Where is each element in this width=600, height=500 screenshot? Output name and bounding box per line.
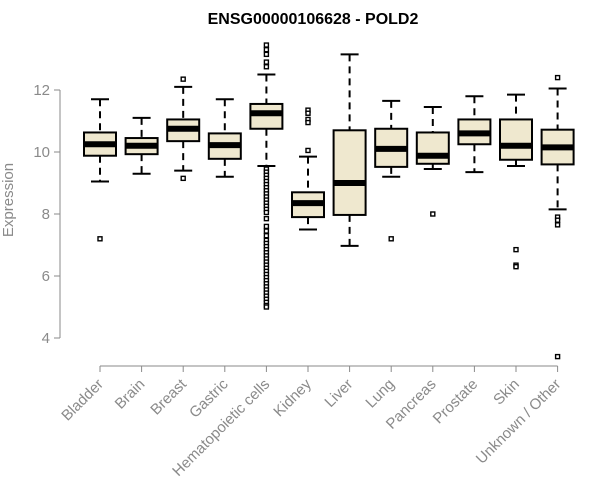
outlier-point bbox=[305, 119, 311, 126]
box-unknown-other bbox=[540, 74, 575, 360]
y-tick-label: 8 bbox=[42, 206, 50, 223]
y-axis-label: Expression bbox=[0, 163, 17, 237]
outlier-point bbox=[180, 76, 186, 82]
outlier-point bbox=[305, 110, 311, 116]
outlier-point bbox=[388, 236, 394, 242]
x-tick-label: Kidney bbox=[270, 375, 315, 420]
outlier-point bbox=[554, 74, 561, 81]
outlier-point bbox=[263, 42, 270, 48]
outlier-point bbox=[263, 232, 270, 239]
outlier-point bbox=[305, 147, 311, 154]
box-breast bbox=[166, 76, 201, 182]
outlier-point bbox=[263, 209, 270, 216]
box-hematopoietic-cells bbox=[249, 42, 284, 310]
box-bladder bbox=[83, 98, 117, 242]
outlier-point bbox=[263, 64, 270, 70]
outlier-point bbox=[430, 211, 436, 217]
x-tick-label: Skin bbox=[490, 376, 523, 409]
box-lung bbox=[374, 99, 409, 242]
box-kidney bbox=[291, 107, 325, 231]
x-tick-label: Brain bbox=[112, 376, 149, 413]
outlier-point bbox=[554, 222, 561, 228]
outlier-point bbox=[97, 236, 103, 242]
y-tick-label: 6 bbox=[42, 268, 50, 285]
iqr-box bbox=[332, 129, 367, 216]
box-liver bbox=[332, 53, 367, 247]
box-pancreas bbox=[415, 106, 450, 217]
outlier-point bbox=[513, 264, 519, 270]
outlier-point bbox=[263, 51, 270, 58]
outlier-point bbox=[263, 223, 270, 230]
iqr-box bbox=[415, 131, 450, 165]
box-group bbox=[83, 42, 575, 360]
outlier-point bbox=[554, 217, 561, 223]
outlier-point bbox=[263, 304, 270, 310]
chart-title: ENSG00000106628 - POLD2 bbox=[208, 11, 419, 28]
outlier-point bbox=[263, 215, 270, 222]
box-gastric bbox=[207, 98, 242, 178]
outlier-point bbox=[263, 47, 270, 53]
outlier-point bbox=[513, 246, 519, 253]
y-axis: 4 6 8 10 12 bbox=[33, 82, 61, 347]
x-tick-label: Prostate bbox=[430, 376, 482, 428]
y-tick-label: 10 bbox=[33, 144, 50, 161]
y-tick-label: 12 bbox=[33, 82, 50, 99]
x-tick-label: Breast bbox=[147, 375, 190, 418]
iqr-box bbox=[249, 102, 284, 130]
box-prostate bbox=[457, 95, 492, 174]
outlier-point bbox=[263, 228, 270, 234]
iqr-box bbox=[499, 118, 533, 161]
outlier-point bbox=[263, 59, 270, 65]
x-tick-label: Lung bbox=[362, 376, 398, 412]
box-brain bbox=[124, 116, 159, 175]
x-tick-label: Bladder bbox=[58, 376, 107, 425]
y-tick-label: 4 bbox=[42, 330, 50, 347]
box-skin bbox=[499, 93, 533, 270]
outlier-point bbox=[554, 353, 561, 360]
x-tick-label: Liver bbox=[321, 376, 356, 411]
outlier-point bbox=[180, 175, 186, 182]
